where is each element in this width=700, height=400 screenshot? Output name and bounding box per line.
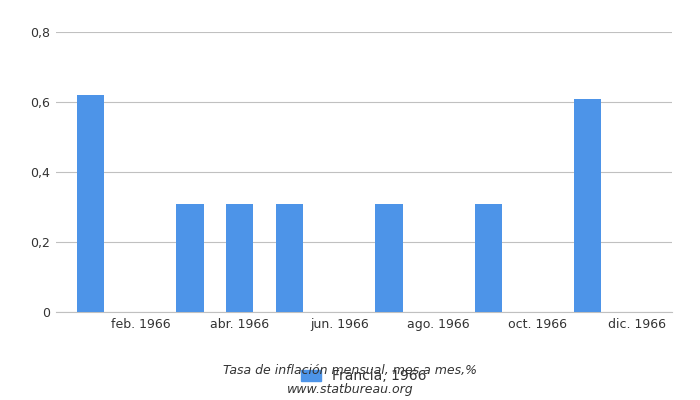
Text: www.statbureau.org: www.statbureau.org — [287, 383, 413, 396]
Bar — [574, 98, 601, 312]
Bar — [77, 95, 104, 312]
Bar — [226, 204, 253, 312]
Bar — [375, 204, 402, 312]
Text: Tasa de inflación mensual, mes a mes,%: Tasa de inflación mensual, mes a mes,% — [223, 364, 477, 377]
Bar — [276, 204, 303, 312]
Legend: Francia, 1966: Francia, 1966 — [302, 369, 426, 383]
Bar — [475, 204, 502, 312]
Bar — [176, 204, 204, 312]
